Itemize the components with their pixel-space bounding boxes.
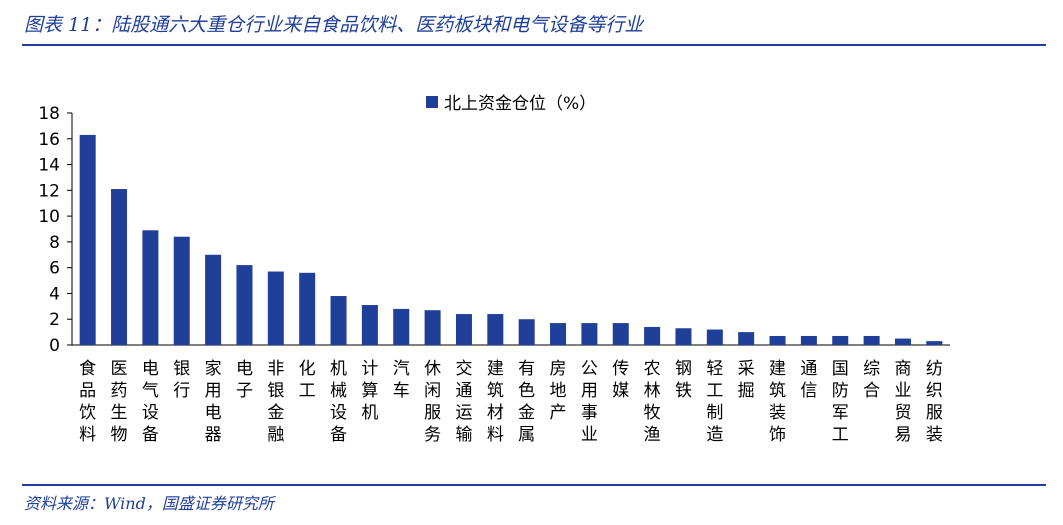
category-label-7: 化工 [299,359,316,401]
y-tick-label: 4 [49,284,60,304]
category-label-16: 公用事业 [581,359,598,445]
bar-21 [738,332,755,345]
category-label-24: 国防军工 [832,359,849,445]
bar-26 [894,338,911,345]
category-label-15: 房地产 [550,359,567,423]
bar-12 [455,314,472,345]
category-label-12: 交通运输 [455,359,472,445]
category-label-5: 电子 [236,359,253,401]
category-label-23: 通信 [800,359,817,401]
bar-13 [487,314,504,345]
legend-label: 北上资金仓位（%） [444,94,596,114]
y-tick-label: 18 [38,104,60,124]
y-tick-label: 2 [49,310,60,330]
bar-14 [518,319,535,345]
bar-7 [299,272,316,345]
category-label-10: 汽车 [393,359,410,401]
bars [79,134,943,345]
category-label-27: 纺织服装 [926,359,943,445]
bar-4 [205,254,222,345]
category-label-22: 建筑装饰 [769,359,786,445]
category-label-13: 建筑材料 [487,359,504,445]
category-label-25: 综合 [863,359,880,401]
bar-chart: 北上资金仓位（%） 0 2 4 6 8 10 12 14 16 18 食品饮料医药生物电气设备银行… [38,94,950,445]
bar-9 [361,305,378,345]
category-label-20: 轻工制造 [706,359,723,445]
category-label-6: 非银金融 [267,359,284,445]
bar-11 [424,310,441,345]
category-label-8: 机械设备 [330,359,347,445]
bar-15 [550,323,567,345]
bar-3 [173,236,190,345]
category-label-1: 医药生物 [111,359,128,445]
y-tick-label: 6 [49,259,60,279]
bar-0 [79,134,96,345]
category-label-19: 钢铁 [675,359,692,401]
category-label-3: 银行 [173,359,190,401]
bar-23 [800,335,817,345]
category-label-0: 食品饮料 [79,359,96,445]
y-tick-label: 0 [49,336,60,356]
category-label-14: 有色金属 [518,359,535,445]
x-axis-labels: 食品饮料医药生物电气设备银行家用电器电子非银金融化工机械设备计算机汽车休闲服务交… [79,359,943,445]
bar-8 [330,296,347,345]
category-label-2: 电气设备 [142,359,159,445]
category-label-4: 家用电器 [205,359,222,445]
title-rule [22,44,1046,46]
figure-title: 图表 11：陆股通六大重仓行业来自食品饮料、医药板块和电气设备等行业 [24,14,644,36]
bar-18 [644,326,661,345]
y-tick-label: 14 [38,156,60,176]
bar-10 [393,308,410,345]
figure-source: 资料来源：Wind，国盛证券研究所 [24,494,274,513]
bar-6 [267,271,284,345]
bar-17 [612,323,629,345]
y-tick-label: 16 [38,130,60,150]
bar-5 [236,265,253,345]
legend-swatch [426,96,438,108]
bar-24 [832,335,849,345]
y-tick-label: 10 [38,207,60,227]
bar-20 [706,329,723,345]
y-tick-label: 8 [49,233,60,253]
category-label-11: 休闲服务 [424,359,441,445]
bar-1 [111,189,128,345]
bar-2 [142,230,159,345]
bar-16 [581,323,598,345]
category-label-26: 商业贸易 [894,359,911,445]
bar-22 [769,335,786,345]
category-label-21: 采掘 [738,359,755,401]
y-tick-label: 12 [38,181,60,201]
legend: 北上资金仓位（%） [426,94,596,114]
category-label-9: 计算机 [361,359,378,423]
bar-19 [675,328,692,345]
category-label-17: 传媒 [612,359,629,401]
bar-27 [926,341,943,345]
bar-25 [863,335,880,345]
category-label-18: 农林牧渔 [644,359,661,445]
source-rule [22,484,1046,486]
